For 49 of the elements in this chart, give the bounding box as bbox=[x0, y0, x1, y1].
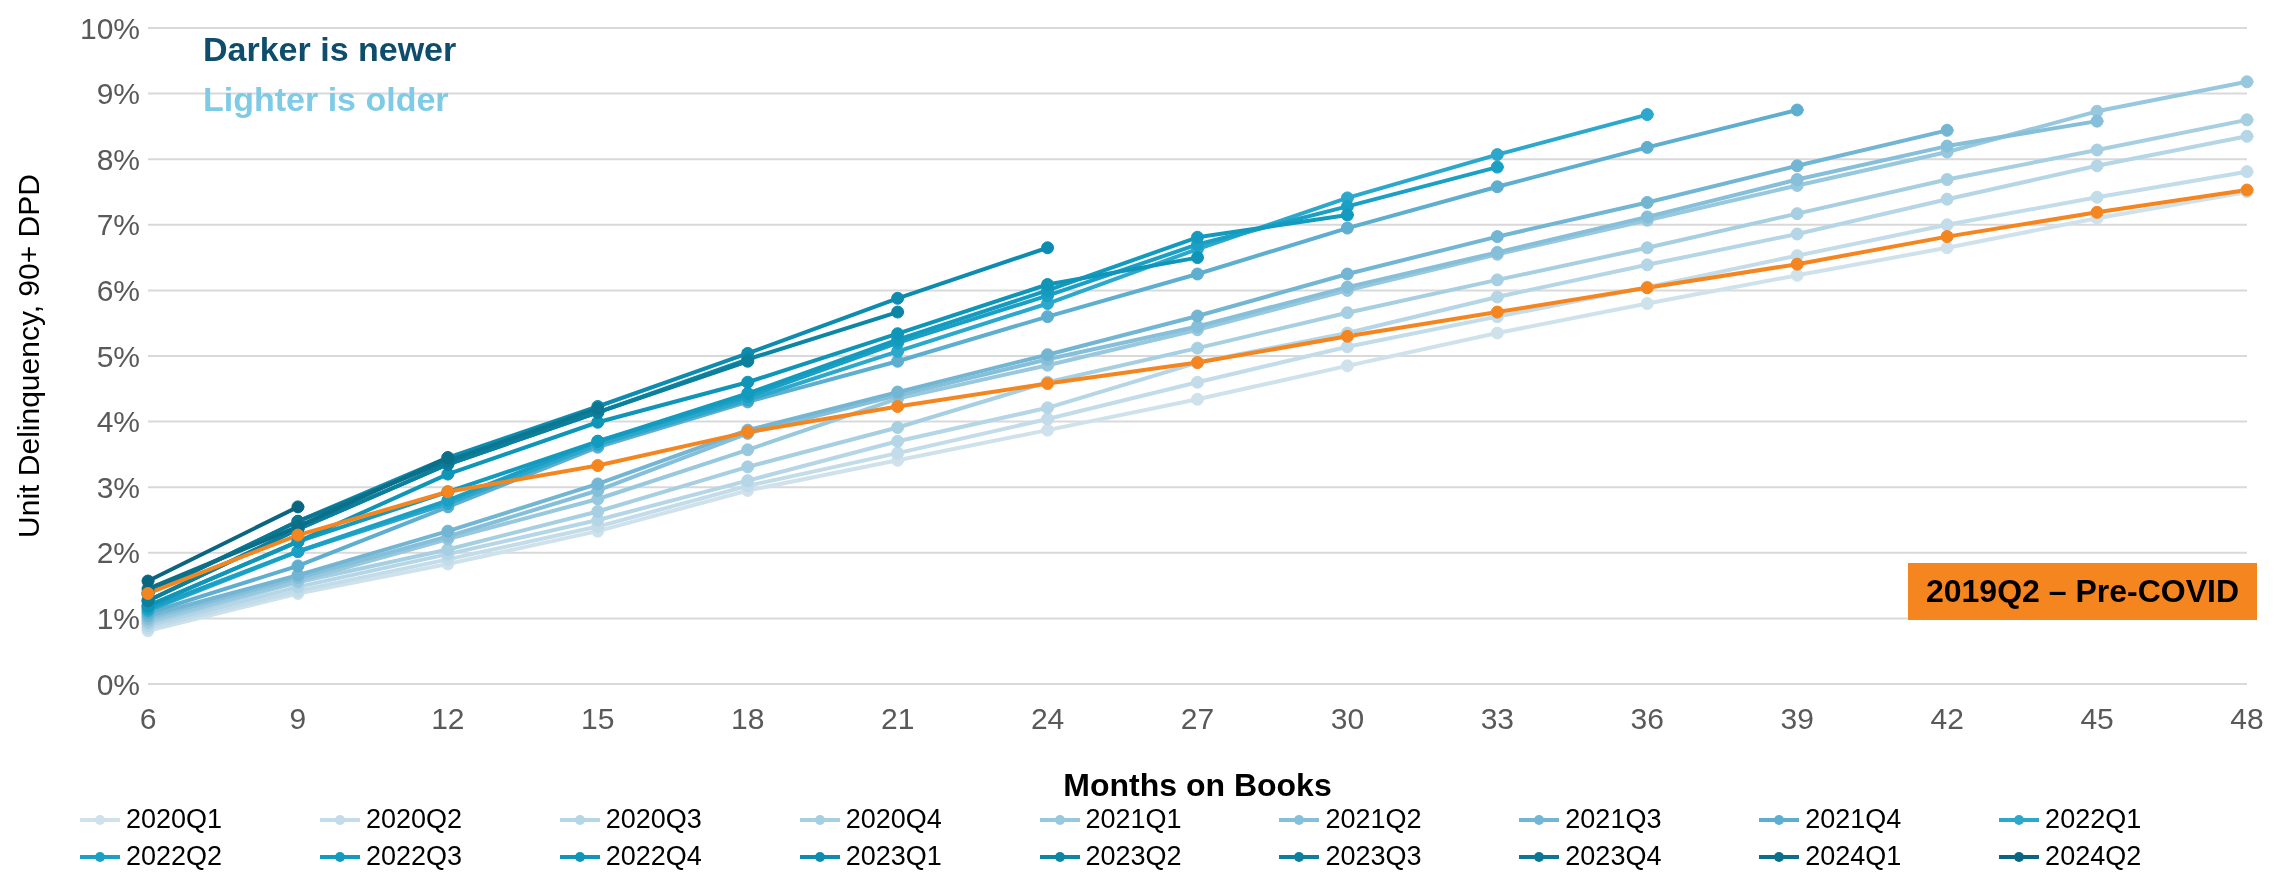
x-tick-label: 48 bbox=[2230, 702, 2264, 736]
x-tick-label: 27 bbox=[1180, 702, 1215, 736]
y-axis-title: Unit Delinquency, 90+ DPD bbox=[11, 174, 45, 538]
annotation: Lighter is older bbox=[203, 80, 449, 118]
legend-label: 2021Q4 bbox=[1805, 804, 1902, 835]
x-tick-label: 6 bbox=[139, 702, 157, 736]
y-tick-label: 5% bbox=[96, 339, 140, 373]
legend-label: 2022Q1 bbox=[2045, 804, 2142, 835]
annotation: Darker is newer bbox=[203, 30, 457, 68]
y-tick-label: 0% bbox=[96, 667, 140, 701]
x-tick-label: 33 bbox=[1480, 702, 1515, 736]
legend-label: 2022Q4 bbox=[605, 841, 702, 872]
annotation: 2019Q2 – Pre-COVID bbox=[1925, 573, 2239, 609]
x-tick-label: 18 bbox=[731, 702, 765, 736]
legend-label: 2024Q2 bbox=[2045, 841, 2142, 872]
legend-label: 2020Q4 bbox=[845, 804, 942, 835]
y-tick-label: 10% bbox=[79, 11, 140, 45]
y-tick-label: 3% bbox=[96, 470, 140, 504]
y-tick-label: 1% bbox=[96, 602, 140, 636]
y-tick-label: 6% bbox=[96, 274, 140, 308]
y-tick-label: 9% bbox=[96, 77, 140, 111]
x-axis-title: Months on Books bbox=[1063, 767, 1332, 803]
x-tick-label: 24 bbox=[1030, 702, 1065, 736]
legend-label: 2024Q1 bbox=[1805, 841, 1902, 872]
x-tick-label: 15 bbox=[581, 702, 615, 736]
legend-label: 2023Q1 bbox=[845, 841, 942, 872]
legend-label: 2021Q1 bbox=[1085, 804, 1182, 835]
legend-label: 2023Q3 bbox=[1325, 841, 1422, 872]
legend-label: 2020Q1 bbox=[126, 804, 223, 835]
legend-label: 2020Q3 bbox=[605, 804, 702, 835]
x-tick-label: 42 bbox=[1930, 702, 1964, 736]
legend-label: 2023Q2 bbox=[1085, 841, 1182, 872]
legend-label: 2021Q2 bbox=[1325, 804, 1422, 835]
x-tick-label: 39 bbox=[1780, 702, 1814, 736]
x-tick-label: 9 bbox=[289, 702, 307, 736]
y-tick-label: 4% bbox=[96, 405, 140, 439]
x-tick-label: 30 bbox=[1330, 702, 1365, 736]
legend-label: 2020Q2 bbox=[365, 804, 462, 835]
y-tick-label: 7% bbox=[96, 208, 140, 242]
x-tick-label: 12 bbox=[431, 702, 465, 736]
legend-label: 2021Q3 bbox=[1565, 804, 1662, 835]
x-tick-label: 36 bbox=[1630, 702, 1664, 736]
x-tick-label: 45 bbox=[2080, 702, 2114, 736]
legend-label: 2022Q3 bbox=[365, 841, 462, 872]
legend-label: 2023Q4 bbox=[1565, 841, 1662, 872]
x-tick-label: 21 bbox=[880, 702, 915, 736]
legend-label: 2022Q2 bbox=[126, 841, 223, 872]
y-tick-label: 2% bbox=[96, 536, 140, 570]
y-tick-label: 8% bbox=[96, 142, 140, 176]
